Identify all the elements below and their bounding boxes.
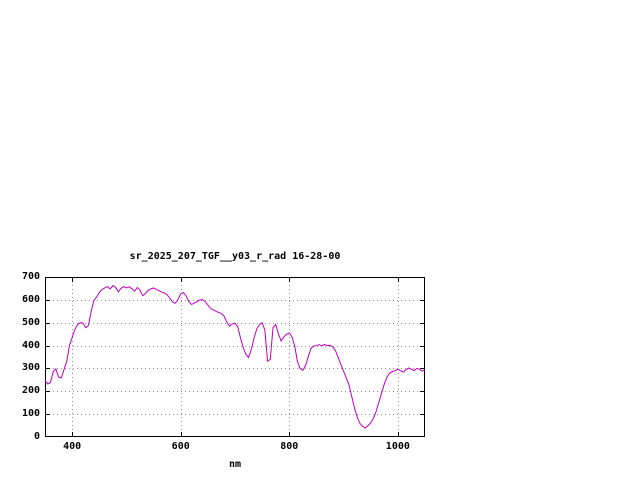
y-tick-label: 700 (21, 271, 40, 282)
y-tick-label: 100 (21, 408, 40, 420)
y-tick-label: 300 (21, 362, 40, 374)
x-tick-label: 400 (63, 441, 82, 452)
chart-title: sr_2025_207_TGF__y03_r_rad 16-28-00 (129, 251, 341, 262)
x-tick-label: 800 (280, 441, 299, 452)
y-tick-label: 600 (21, 293, 40, 305)
plot-area (45, 277, 425, 437)
y-tick-label: 500 (21, 316, 40, 328)
y-tick-label: 200 (21, 385, 40, 397)
y-tick-label: 400 (21, 339, 40, 351)
x-tick-label: 1000 (385, 441, 410, 452)
y-tick-label: 0 (33, 431, 40, 442)
series-line (45, 285, 425, 429)
x-axis-label: nm (228, 459, 242, 470)
x-tick-label: 600 (171, 441, 190, 452)
